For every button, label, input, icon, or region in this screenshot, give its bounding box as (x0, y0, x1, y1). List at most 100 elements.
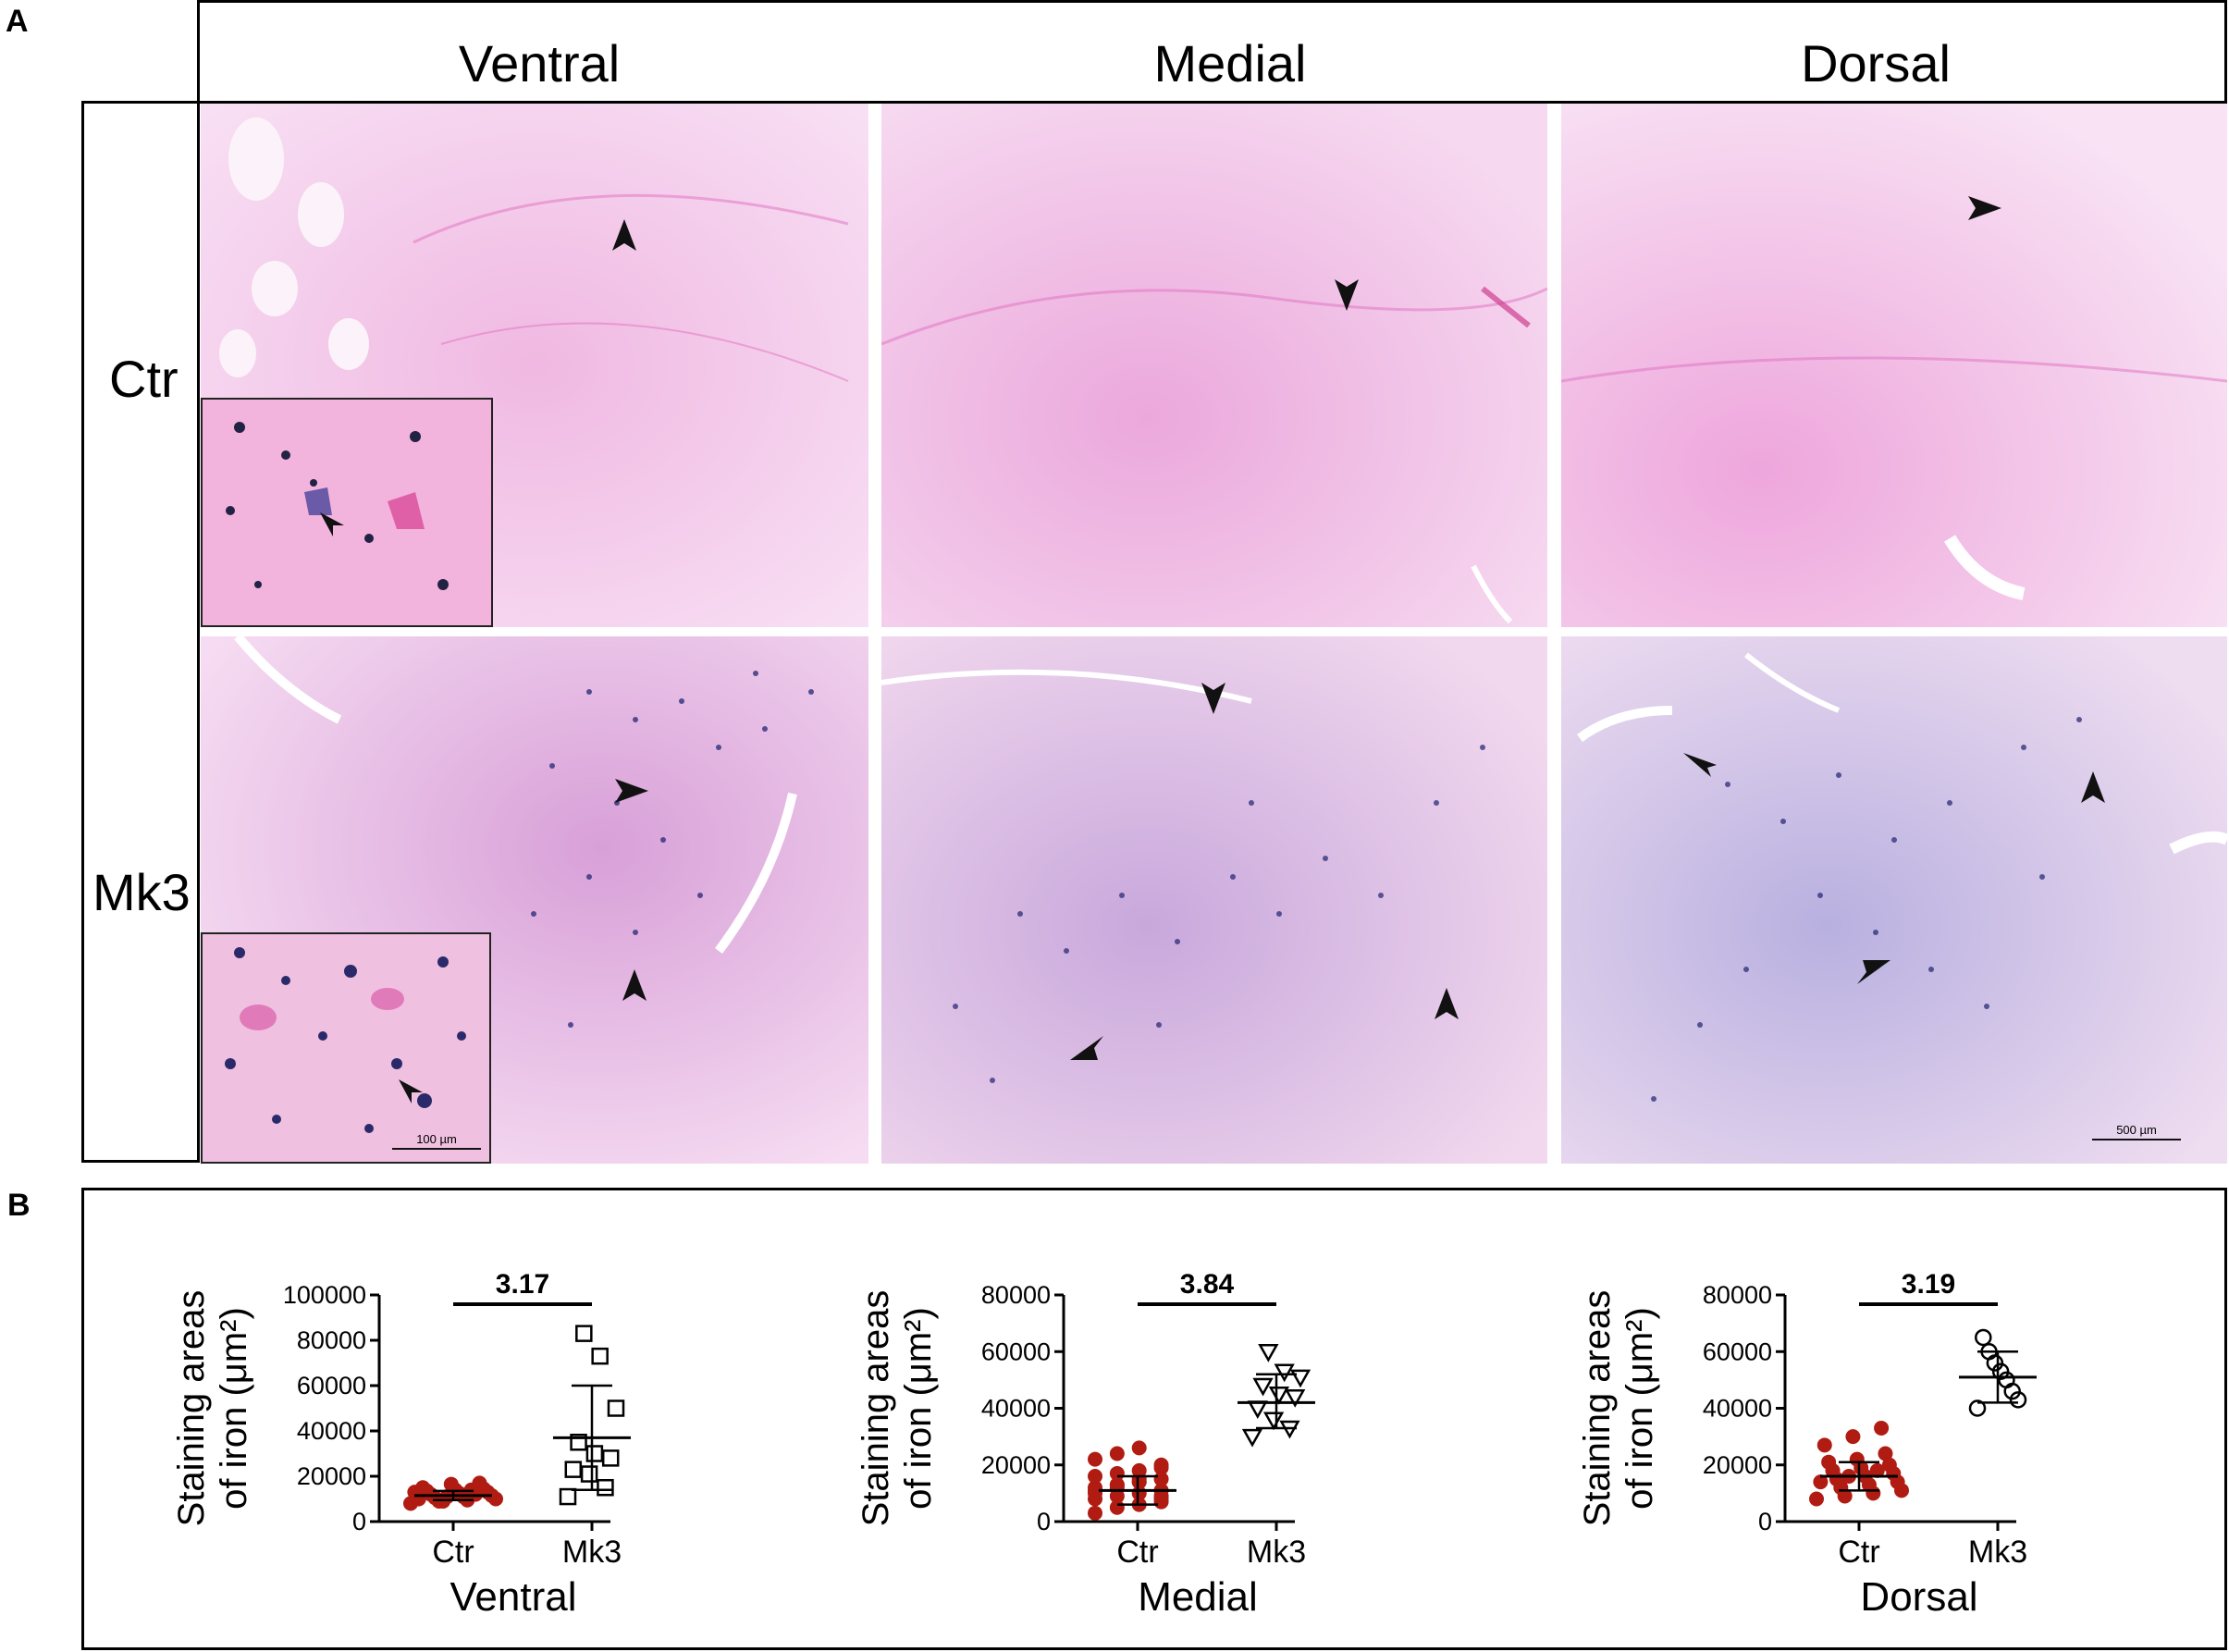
x-tick-label: Ctr (432, 1535, 474, 1570)
arrowhead-icon (320, 512, 344, 536)
y-tick-label: 60000 (981, 1338, 1051, 1365)
data-point (407, 1485, 423, 1500)
y-tick-label: 20000 (297, 1462, 366, 1490)
y-axis-label-line: of iron (μm²) (898, 1307, 939, 1510)
chart-ventral: Staining areasof iron (μm²) 0 20000 40000 60… (171, 1269, 631, 1620)
data-point (559, 1487, 577, 1506)
y-tick-label: 80000 (1703, 1281, 1772, 1309)
y-axis-label-line: of iron (μm²) (214, 1307, 254, 1510)
micrograph-mk3-dorsal-texture (1561, 636, 2227, 1164)
arrowhead-icon (622, 969, 647, 1001)
data-point (1088, 1486, 1102, 1501)
y-tick-label: 60000 (297, 1372, 366, 1399)
arrowhead-icon (2081, 771, 2105, 803)
series-mk3 (1238, 1344, 1315, 1448)
data-point (1247, 1400, 1268, 1420)
arrowhead-icon (1070, 1036, 1103, 1060)
data-point (1109, 1480, 1125, 1496)
row-label-ctr: Ctr (109, 350, 179, 408)
data-point (607, 1399, 625, 1417)
y-tick-label: 20000 (981, 1451, 1051, 1479)
data-point (1252, 1377, 1274, 1397)
y-tick-label: 60000 (1703, 1338, 1772, 1365)
data-point (1813, 1474, 1829, 1490)
x-tick-label: Ctr (1116, 1535, 1158, 1570)
data-point (1881, 1457, 1897, 1473)
x-tick-label: Mk3 (562, 1535, 622, 1570)
data-point (1262, 1412, 1285, 1431)
arrowhead-icon (1201, 683, 1225, 714)
arrowhead-icon (1435, 988, 1459, 1019)
y-axis-label-line: Staining areas (171, 1290, 212, 1527)
inset-mk3-ventral-texture (203, 934, 489, 1162)
data-point (564, 1461, 583, 1478)
data-point (1869, 1462, 1885, 1478)
panel-b-frame (81, 1188, 2227, 1650)
column-label-ventral: Ventral (458, 34, 621, 92)
data-point (1991, 1362, 2010, 1380)
row-label-mk3: Mk3 (92, 863, 191, 921)
data-point (575, 1325, 593, 1342)
column-label-dorsal: Dorsal (1801, 34, 1951, 92)
arrowhead-icon (1857, 960, 1890, 984)
series-ctr (1088, 1440, 1176, 1521)
micrograph-ctr-dorsal-texture (1561, 104, 2227, 627)
data-point (1088, 1469, 1102, 1484)
arrowhead-icon (1335, 279, 1359, 311)
y-tick-label: 0 (1037, 1508, 1051, 1535)
data-point (591, 1347, 609, 1365)
main-scale-bar: 500 µm (2092, 1123, 2181, 1140)
data-point (1849, 1451, 1865, 1467)
x-tick-label: Ctr (1838, 1535, 1879, 1570)
x-tick-label: Mk3 (1968, 1535, 2027, 1570)
data-point (1289, 1369, 1312, 1388)
significance-label: 3.84 (1180, 1269, 1235, 1300)
arrowhead-icon (1968, 196, 2001, 220)
micrograph-ctr-medial-texture (881, 104, 1547, 627)
data-point (1975, 1328, 1992, 1347)
row-header-frame (81, 101, 200, 1163)
data-point (580, 1465, 598, 1483)
panel-b-letter: B (7, 1188, 31, 1223)
data-point (1268, 1386, 1290, 1405)
data-point (597, 1479, 614, 1497)
main-scale-label: 500 µm (2116, 1123, 2157, 1137)
series-ctr (403, 1475, 503, 1511)
data-point (1998, 1371, 2015, 1389)
y-tick-label: 40000 (297, 1417, 366, 1445)
y-axis-label-line: of iron (μm²) (1619, 1307, 1660, 1510)
data-point (1821, 1454, 1837, 1470)
x-axis-title: Dorsal (1860, 1574, 1977, 1620)
y-axis-label: Staining areasof iron (μm²) (1577, 1290, 1660, 1527)
y-tick-label: 20000 (1703, 1451, 1772, 1479)
y-tick-label: 80000 (981, 1281, 1051, 1309)
data-point (1809, 1491, 1824, 1507)
y-tick-label: 0 (352, 1508, 366, 1535)
y-tick-label: 40000 (1703, 1395, 1772, 1423)
micrograph-ctr-medial (881, 104, 1547, 627)
x-axis-title: Medial (1138, 1574, 1258, 1620)
data-point (601, 1449, 620, 1467)
data-point (1131, 1474, 1147, 1490)
inset-scale-label: 100 µm (416, 1132, 457, 1146)
y-axis-label: Staining areasof iron (μm²) (856, 1290, 939, 1527)
inset-scale-bar: 100 µm (392, 1132, 481, 1150)
series-ctr (1809, 1420, 1909, 1507)
column-label-medial: Medial (1153, 34, 1307, 92)
data-point (1088, 1505, 1102, 1521)
data-point (1274, 1363, 1295, 1383)
data-point (2009, 1391, 2027, 1409)
data-point (570, 1434, 587, 1451)
micrograph-mk3-medial (881, 636, 1547, 1164)
data-point (1285, 1389, 1306, 1408)
x-tick-label: Mk3 (1247, 1535, 1306, 1570)
y-tick-label: 80000 (297, 1326, 366, 1354)
y-axis-label-line: Staining areas (1577, 1290, 1618, 1527)
chart-dorsal: Staining areasof iron (μm²) 0 20000 40000 60… (1577, 1269, 2037, 1620)
micrograph-mk3-dorsal: 500 µm (1561, 636, 2227, 1164)
arrowhead-icon (399, 1079, 423, 1103)
micrograph-mk3-medial-texture (881, 636, 1547, 1164)
data-point (1153, 1491, 1169, 1507)
y-tick-label: 40000 (981, 1395, 1051, 1423)
series-mk3 (1959, 1328, 2037, 1417)
